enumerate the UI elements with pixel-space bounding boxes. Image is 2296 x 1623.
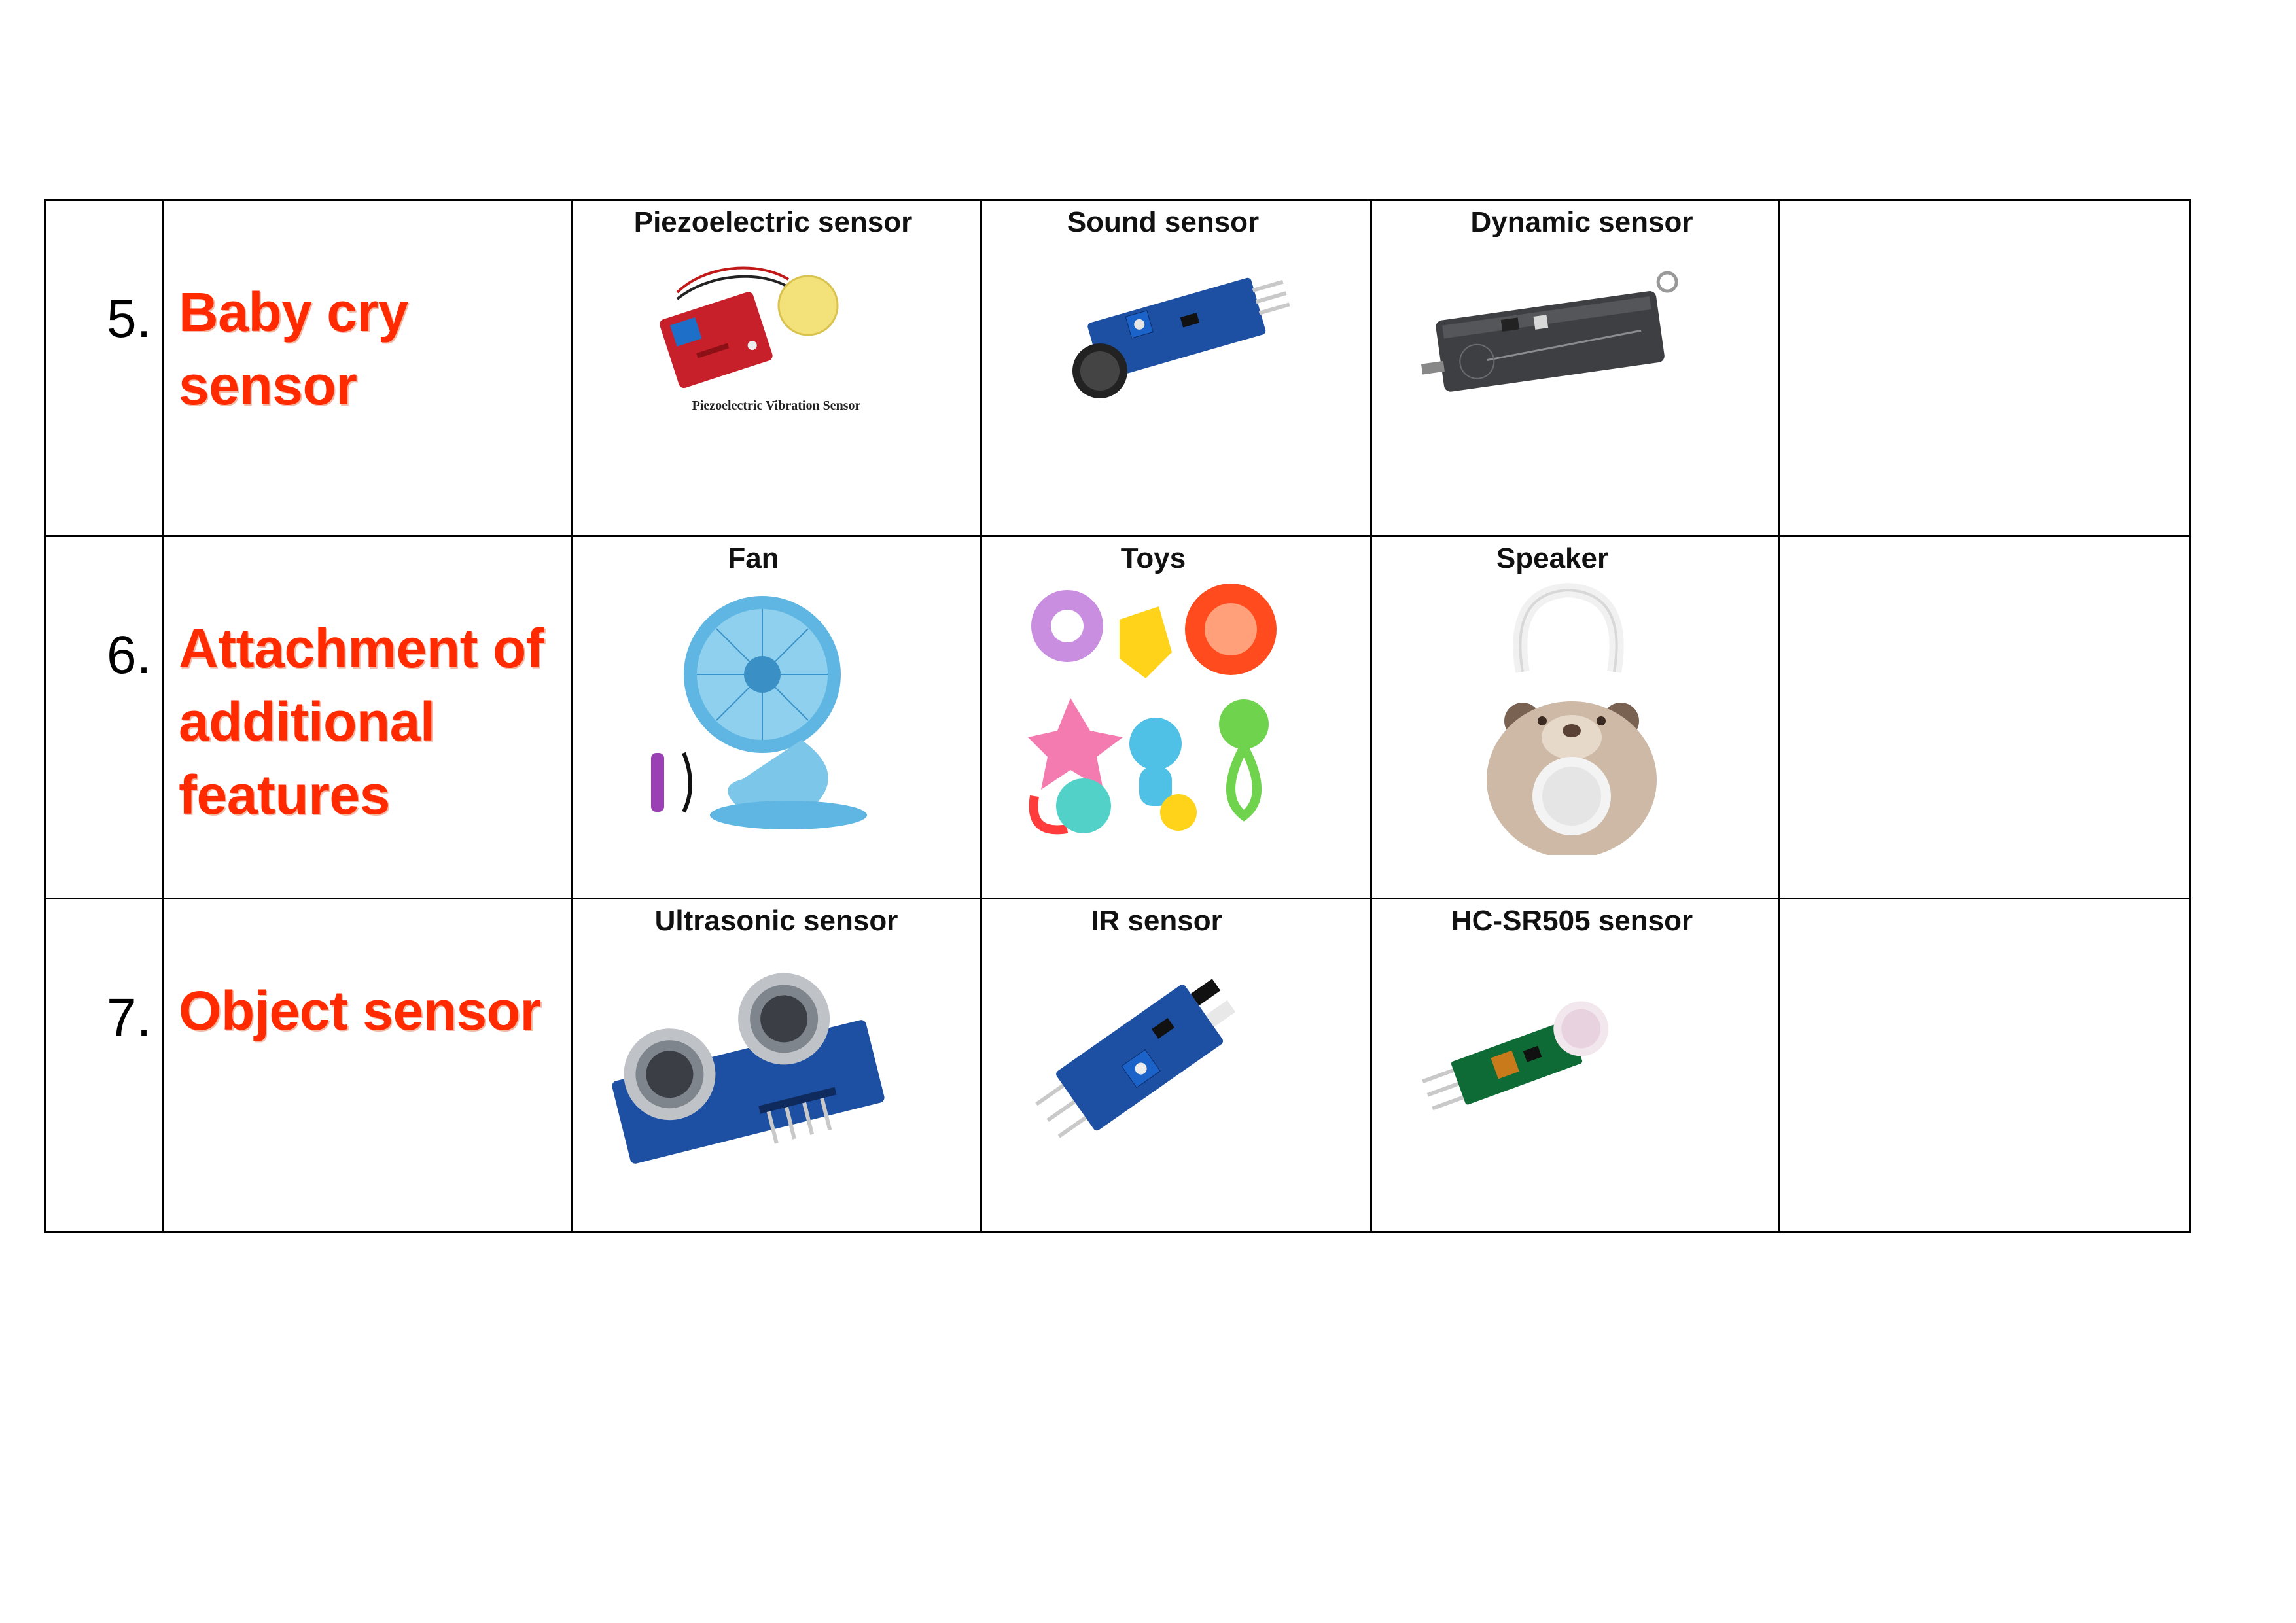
table-row: 7. Object sensor Ultrasonic sensor xyxy=(44,898,2191,1233)
item-cell: HC-SR505 sensor xyxy=(1370,898,1780,1233)
item-cell: Speaker xyxy=(1370,535,1780,899)
table-row: 6. Attachment of additional features Fan xyxy=(44,535,2191,899)
dynamic-sensor-device-icon xyxy=(1405,260,1693,404)
sound-sensor-board-icon xyxy=(1054,260,1303,410)
title-line: Object sensor xyxy=(179,980,541,1041)
item-label: Sound sensor xyxy=(1067,206,1260,238)
row-title: Object sensor xyxy=(179,974,541,1047)
row-title-cell: Object sensor xyxy=(162,898,573,1233)
table-row: 5. Baby cry sensor Piezoelectric sensor xyxy=(44,199,2191,537)
item-label: Toys xyxy=(1120,542,1186,574)
title-line: features xyxy=(179,764,390,826)
ultrasonic-module-icon xyxy=(599,958,887,1174)
image-caption: Piezoelectric Vibration Sensor xyxy=(692,398,861,413)
row-title-cell: Baby cry sensor xyxy=(162,199,573,537)
pir-hc-sr505-module-icon xyxy=(1411,965,1634,1135)
item-cell: Fan xyxy=(571,535,982,899)
item-label: IR sensor xyxy=(1091,905,1222,937)
item-label: Ultrasonic sensor xyxy=(654,905,898,937)
row-number-cell: 5. xyxy=(44,199,164,537)
row-number-cell: 6. xyxy=(44,535,164,899)
title-line: additional xyxy=(179,691,435,752)
row-number: 7. xyxy=(107,988,152,1047)
clip-fan-icon xyxy=(638,589,887,838)
row-number: 5. xyxy=(107,289,152,349)
empty-cell xyxy=(1778,535,2191,899)
title-line: Baby cry xyxy=(179,281,408,343)
row-title: Attachment of additional features xyxy=(179,612,544,831)
item-cell: Dynamic sensor xyxy=(1370,199,1780,537)
piezo-sensor-board-icon xyxy=(651,253,867,423)
empty-cell xyxy=(1778,199,2191,537)
row-title: Baby cry sensor xyxy=(179,275,408,422)
bear-speaker-icon xyxy=(1470,580,1680,855)
baby-toys-set-icon xyxy=(1021,580,1309,842)
item-label: Piezoelectric sensor xyxy=(633,206,913,238)
item-label: Dynamic sensor xyxy=(1470,206,1693,238)
item-cell: Piezoelectric sensor Piezoelectric Vibra… xyxy=(571,199,982,537)
item-cell: Sound sensor xyxy=(980,199,1372,537)
row-title-cell: Attachment of additional features xyxy=(162,535,573,899)
item-cell: IR sensor xyxy=(980,898,1372,1233)
ir-sensor-module-icon xyxy=(1021,965,1270,1200)
row-number-cell: 7. xyxy=(44,898,164,1233)
empty-cell xyxy=(1778,898,2191,1233)
item-label: Fan xyxy=(728,542,779,574)
item-label: HC-SR505 sensor xyxy=(1451,905,1693,937)
title-line: sensor xyxy=(179,355,357,416)
item-label: Speaker xyxy=(1496,542,1609,574)
item-cell: Ultrasonic sensor xyxy=(571,898,982,1233)
row-number: 6. xyxy=(107,625,152,685)
title-line: Attachment of xyxy=(179,618,544,679)
item-cell: Toys xyxy=(980,535,1372,899)
components-table: 5. Baby cry sensor Piezoelectric sensor xyxy=(44,199,2191,1233)
